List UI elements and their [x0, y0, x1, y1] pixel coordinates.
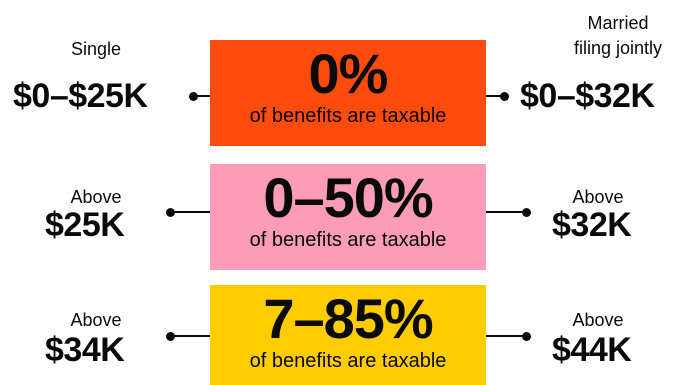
row3-right-connector: [486, 335, 526, 337]
row1-caption: of benefits are taxable: [249, 105, 447, 127]
row3-left-connector: [170, 335, 210, 337]
row3-right-dot: [522, 332, 531, 341]
row2-married-above: Above: [572, 187, 624, 207]
row1-single-range: $0–$25K: [13, 77, 148, 115]
row3-married-above: Above: [572, 310, 624, 330]
row2-box: 0–50% of benefits are taxable: [210, 164, 486, 270]
row2-right-connector: [486, 211, 526, 213]
row2-single-above: Above: [70, 187, 122, 207]
row3-box: 7–85% of benefits are taxable: [210, 285, 486, 385]
row3-married-threshold: $44K: [552, 331, 632, 369]
married-header-line2: filing jointly: [573, 38, 663, 58]
row1-left-connector: [193, 95, 210, 97]
row3-single-threshold: $34K: [45, 331, 125, 369]
row1-box: 0% of benefits are taxable: [210, 40, 486, 146]
married-header-line1: Married: [587, 13, 649, 33]
row1-right-dot: [500, 92, 509, 101]
single-header: Single: [70, 39, 122, 59]
row3-percent: 7–85%: [263, 287, 433, 350]
row1-married-range: $0–$32K: [520, 77, 655, 115]
row3-caption: of benefits are taxable: [249, 350, 447, 372]
row1-percent: 0%: [308, 42, 389, 105]
row2-caption: of benefits are taxable: [249, 229, 447, 251]
row1-right-connector: [486, 95, 503, 97]
row2-percent: 0–50%: [263, 166, 433, 229]
row2-right-dot: [522, 208, 531, 217]
row3-single-above: Above: [70, 310, 122, 330]
row2-single-threshold: $25K: [45, 206, 125, 244]
row2-left-connector: [170, 211, 210, 213]
row2-married-threshold: $32K: [552, 206, 632, 244]
